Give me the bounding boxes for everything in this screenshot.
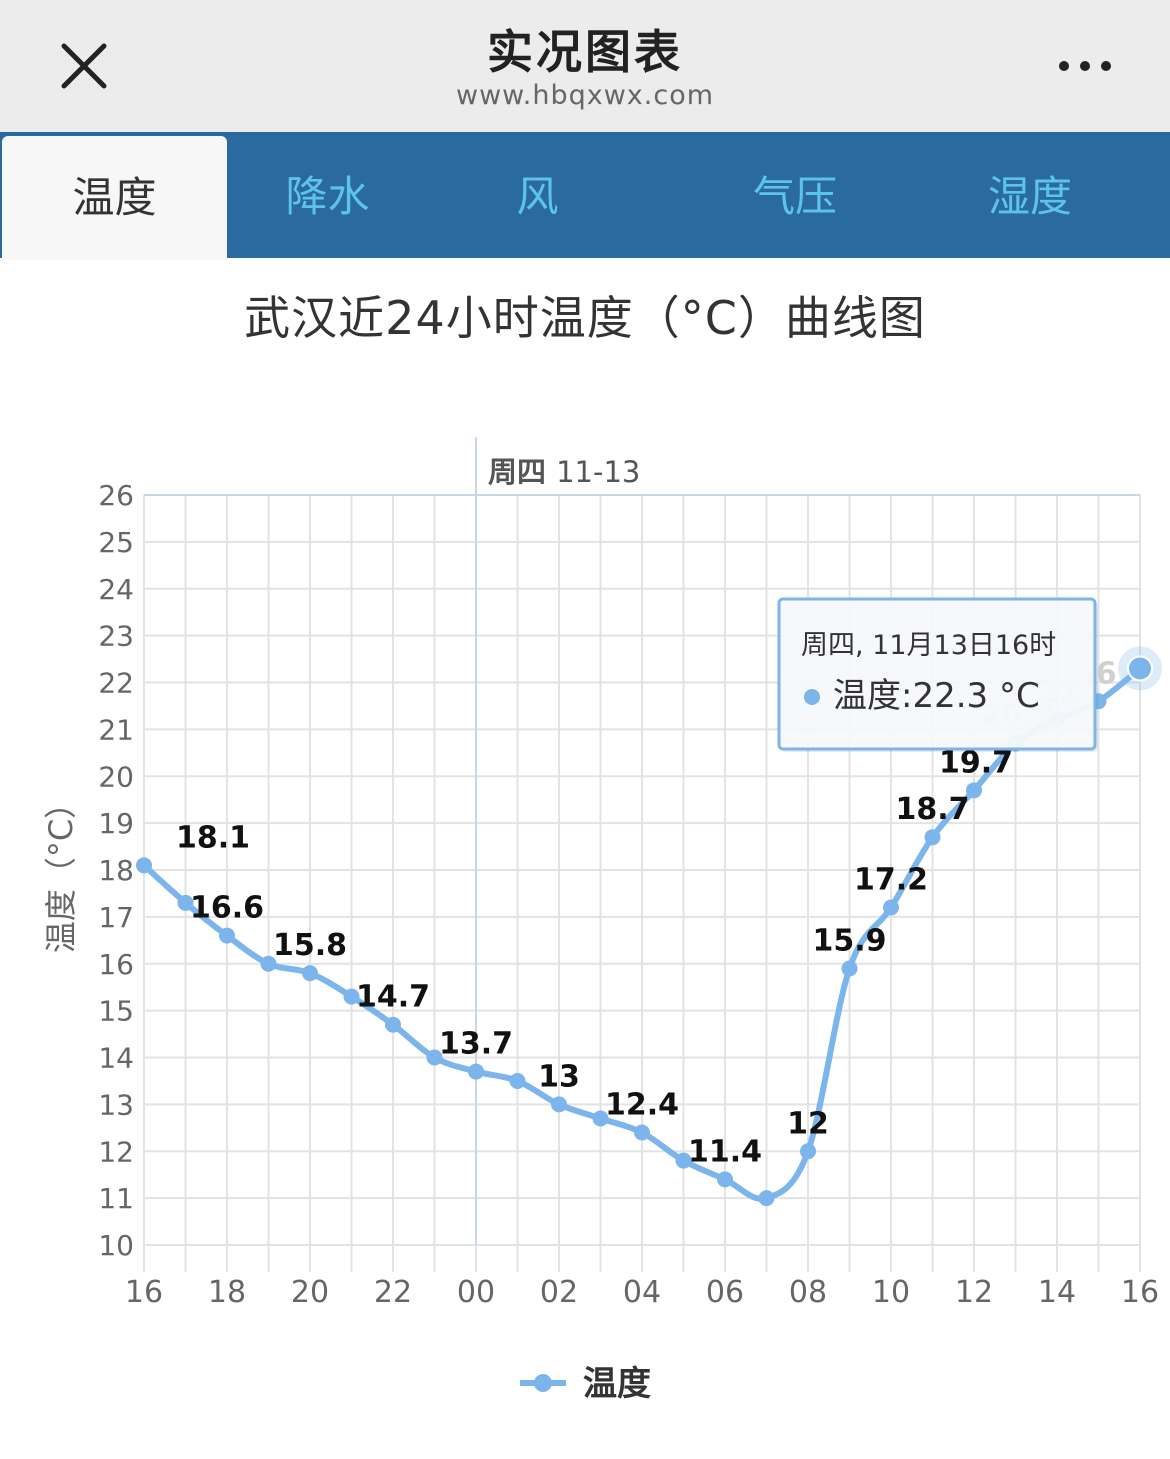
data-point[interactable] xyxy=(966,782,982,799)
data-point[interactable] xyxy=(883,899,899,916)
data-point-active[interactable] xyxy=(1127,655,1153,682)
data-label: 18.1 xyxy=(176,820,250,855)
y-tick-label: 24 xyxy=(98,573,134,606)
data-point[interactable] xyxy=(426,1049,443,1066)
data-point[interactable] xyxy=(219,927,235,944)
data-point[interactable] xyxy=(385,1016,401,1033)
y-tick-label: 18 xyxy=(98,854,134,887)
y-tick-label: 14 xyxy=(98,1042,134,1075)
more-icon[interactable] xyxy=(1055,56,1115,76)
temperature-chart: 周四 11-13 10 11 12 13 14 15 16 17 18 19 20 21 22 23 24 25… xyxy=(42,437,1162,1404)
data-point[interactable] xyxy=(509,1072,526,1089)
y-tick-label: 26 xyxy=(98,479,134,512)
y-tick-label: 12 xyxy=(98,1135,134,1168)
y-tick-label: 15 xyxy=(98,995,134,1028)
data-point[interactable] xyxy=(592,1110,609,1127)
x-tick-label: 22 xyxy=(374,1275,412,1310)
page-url: www.hbqxwx.com xyxy=(455,80,715,111)
tooltip-value: 温度:22.3 °C xyxy=(833,676,1040,716)
x-tick-label: 10 xyxy=(872,1275,910,1310)
y-tick-label: 20 xyxy=(98,760,134,793)
tab-temperature[interactable]: 温度 xyxy=(2,136,227,260)
y-axis-label: 温度（°C） xyxy=(42,787,80,953)
x-tick-label: 08 xyxy=(789,1275,827,1310)
y-tick-label: 25 xyxy=(98,526,134,559)
data-point[interactable] xyxy=(136,857,152,874)
data-point[interactable] xyxy=(634,1124,650,1141)
data-point[interactable] xyxy=(177,894,194,911)
data-point[interactable] xyxy=(468,1063,484,1080)
x-tick-label: 14 xyxy=(1038,1275,1076,1310)
tab-precipitation[interactable]: 降水 xyxy=(285,172,370,221)
page-title: 实况图表 xyxy=(487,25,683,79)
data-label: 12.4 xyxy=(605,1088,679,1123)
data-point[interactable] xyxy=(551,1096,567,1113)
x-tick-label: 18 xyxy=(208,1275,246,1310)
x-tick-label: 16 xyxy=(125,1275,163,1310)
tab-humidity[interactable]: 湿度 xyxy=(987,172,1072,221)
data-label: 13 xyxy=(538,1059,580,1094)
data-label: 11.4 xyxy=(688,1134,762,1169)
data-point[interactable] xyxy=(758,1190,775,1207)
data-point[interactable] xyxy=(800,1143,816,1160)
data-point[interactable] xyxy=(260,955,277,972)
data-point[interactable] xyxy=(717,1171,733,1188)
date-marker-label: 周四 11-13 xyxy=(488,455,640,489)
y-tick-label: 21 xyxy=(98,713,134,746)
x-tick-label: 12 xyxy=(955,1275,993,1310)
x-tick-label: 20 xyxy=(291,1275,329,1310)
y-tick-label: 17 xyxy=(98,901,134,934)
legend-label: 温度 xyxy=(583,1364,651,1404)
x-tick-label: 16 xyxy=(1121,1275,1159,1310)
data-point[interactable] xyxy=(924,829,941,846)
y-tick-label: 13 xyxy=(98,1088,134,1121)
y-tick-label: 22 xyxy=(98,667,134,700)
tooltip-series-dot xyxy=(804,689,820,705)
data-label: 14.7 xyxy=(356,980,430,1015)
x-tick-label: 06 xyxy=(706,1275,744,1310)
legend-marker xyxy=(534,1374,552,1392)
tooltip-box xyxy=(777,597,1097,751)
data-label: 16.6 xyxy=(190,891,264,926)
data-label: 19.7 xyxy=(939,745,1013,780)
tooltip-title: 周四, 11月13日16时 xyxy=(801,630,1056,661)
data-label: 17.2 xyxy=(854,863,928,898)
data-label: 13.7 xyxy=(439,1027,513,1062)
data-label: 15.8 xyxy=(273,928,347,963)
y-tick-label: 19 xyxy=(98,807,134,840)
y-tick-label: 10 xyxy=(98,1229,134,1262)
data-point[interactable] xyxy=(675,1152,692,1169)
x-tick-label: 00 xyxy=(457,1275,495,1310)
y-tick-label: 11 xyxy=(98,1182,134,1215)
data-label: 15.9 xyxy=(812,923,886,958)
x-tick-label: 04 xyxy=(623,1275,661,1310)
chart-title: 武汉近24小时温度（°C）曲线图 xyxy=(244,291,926,345)
data-point[interactable] xyxy=(302,965,318,982)
close-icon[interactable] xyxy=(58,40,110,92)
y-tick-label: 16 xyxy=(98,948,134,981)
x-tick-label: 02 xyxy=(540,1275,578,1310)
data-label: 18.7 xyxy=(895,792,969,827)
data-label: 12 xyxy=(787,1106,829,1141)
tab-pressure[interactable]: 气压 xyxy=(752,172,837,221)
tab-wind[interactable]: 风 xyxy=(516,172,559,221)
data-point[interactable] xyxy=(841,960,858,977)
y-tick-label: 23 xyxy=(98,620,134,653)
tab-bar: 温度 降水 风 气压 湿度 xyxy=(0,132,1170,260)
data-point[interactable] xyxy=(343,988,360,1005)
top-bar: 实况图表 www.hbqxwx.com xyxy=(0,0,1170,132)
